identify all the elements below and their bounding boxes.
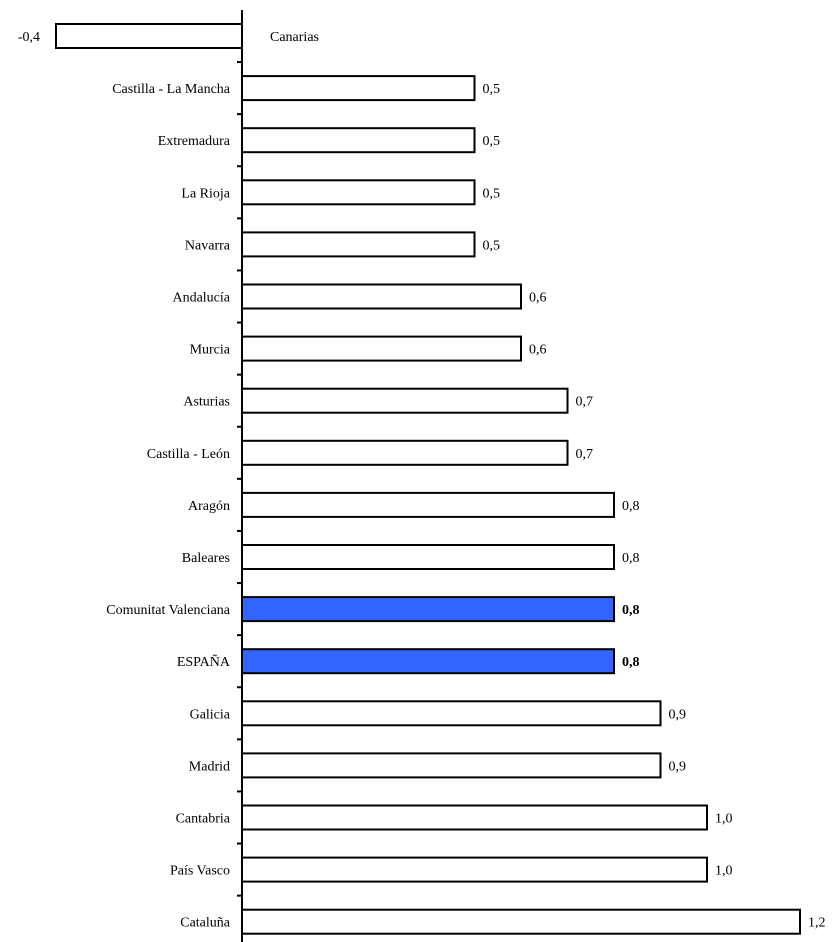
category-label: Baleares	[182, 551, 230, 566]
category-label: Cantabria	[176, 812, 231, 827]
value-label: 1,0	[715, 864, 733, 879]
bar	[241, 231, 476, 258]
bars-group	[55, 23, 801, 935]
category-label: Aragón	[188, 499, 230, 514]
category-label: Comunitat Valenciana	[106, 603, 231, 618]
value-label: 0,9	[669, 707, 687, 722]
category-label: Asturias	[183, 395, 230, 410]
category-label: Castilla - La Mancha	[112, 82, 231, 97]
bar	[241, 491, 615, 518]
labels-group: Canarias -0,4 Castilla - La Mancha 0,5 Extre…	[18, 30, 826, 931]
value-label: 0,8	[622, 551, 640, 566]
category-label: La Rioja	[181, 186, 230, 201]
value-label: 0,7	[576, 395, 594, 410]
value-label: 0,6	[529, 291, 547, 306]
bar	[55, 23, 243, 49]
value-label: 1,2	[808, 916, 826, 931]
value-label: 0,7	[576, 447, 594, 462]
bar	[241, 335, 522, 362]
value-label: 0,5	[483, 134, 501, 149]
bar	[241, 179, 476, 206]
bar	[241, 804, 708, 831]
value-label: 0,8	[622, 655, 640, 670]
category-label: Canarias	[270, 30, 319, 45]
value-label: 0,8	[622, 603, 640, 618]
bar	[241, 439, 569, 466]
bar	[241, 700, 662, 727]
value-label: 0,8	[622, 499, 640, 514]
value-label: -0,4	[18, 30, 40, 45]
value-label: 0,5	[483, 186, 501, 201]
bar	[241, 596, 615, 623]
category-label: Navarra	[185, 238, 231, 253]
value-label: 1,0	[715, 812, 733, 827]
bar	[241, 752, 662, 779]
bar	[241, 544, 615, 570]
value-label: 0,5	[483, 82, 501, 97]
bar	[241, 856, 708, 883]
category-label: Cataluña	[180, 916, 231, 931]
bar	[241, 908, 801, 935]
category-label: Castilla - León	[147, 447, 230, 462]
value-axis	[237, 10, 243, 942]
value-label: 0,6	[529, 343, 547, 358]
category-label: Andalucía	[172, 291, 230, 306]
bar	[241, 648, 615, 675]
category-label: Galicia	[190, 707, 231, 722]
value-label: 0,5	[483, 238, 501, 253]
category-label: Madrid	[189, 759, 230, 774]
value-label: 0,9	[669, 759, 687, 774]
bar	[241, 387, 569, 414]
category-label: Extremadura	[158, 134, 231, 149]
category-label: ESPAÑA	[177, 654, 231, 670]
category-label: País Vasco	[170, 864, 230, 879]
category-label: Murcia	[190, 343, 231, 358]
bar	[241, 75, 476, 102]
bar	[241, 283, 522, 310]
bar	[241, 127, 476, 154]
